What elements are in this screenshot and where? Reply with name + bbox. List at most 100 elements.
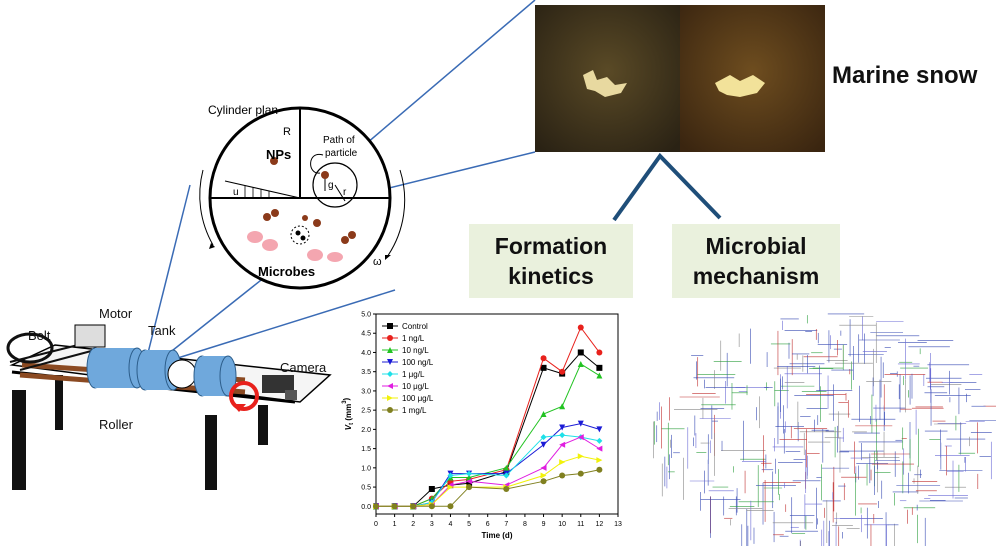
- table-leg: [12, 390, 26, 490]
- x-tick-label: 12: [595, 521, 603, 528]
- legend-marker: [387, 371, 393, 377]
- angle-line: [224, 180, 301, 199]
- data-point: [596, 372, 603, 379]
- y-tick-label: 1.5: [361, 446, 371, 453]
- x-tick-label: 4: [449, 521, 453, 528]
- camera-label: Camera: [280, 360, 327, 375]
- data-point: [559, 472, 566, 479]
- roller-label: Roller: [99, 417, 133, 432]
- data-point: [596, 445, 603, 452]
- data-point: [577, 470, 584, 477]
- y-axis-label: Vt (mm3): [342, 397, 355, 430]
- marine-snow-aggregate: [715, 75, 765, 97]
- legend-label: 1 ng/L: [402, 334, 425, 343]
- nps-label: NPs: [266, 147, 291, 162]
- data-point: [428, 499, 435, 506]
- data-point: [466, 470, 473, 477]
- x-axis-label: Time (d): [482, 531, 513, 540]
- data-point: [559, 432, 566, 439]
- rotation-arrow-right: [386, 169, 406, 258]
- legend-marker: [387, 383, 393, 389]
- data-point: [540, 478, 547, 485]
- data-point: [596, 349, 603, 356]
- data-point: [540, 355, 547, 362]
- data-point: [466, 478, 473, 485]
- data-point: [577, 434, 584, 441]
- y-tick-label: 2.0: [361, 427, 371, 434]
- radius-label: R: [283, 126, 291, 138]
- marine-snow-label: Marine snow: [832, 62, 978, 89]
- legend-marker: [387, 347, 393, 353]
- y-tick-label: 4.5: [361, 331, 371, 338]
- data-point: [466, 484, 473, 491]
- belt-label: Belt: [28, 328, 51, 343]
- microbe: [307, 249, 323, 261]
- data-point: [428, 503, 435, 510]
- growth-chart: 0 1 2 3 4 5 6 7 8 9 10 11 12 130.00.51.01.52.02.53.03…: [342, 312, 622, 541]
- data-point: [577, 324, 584, 331]
- legend-label: 100 ng/L: [402, 358, 434, 367]
- legend-label: 1 mg/L: [402, 406, 427, 415]
- data-point: [596, 466, 603, 473]
- data-point: [540, 364, 547, 371]
- legend-label: 1 μg/L: [402, 370, 425, 379]
- legend-marker: [387, 407, 393, 413]
- y-tick-label: 2.5: [361, 408, 371, 415]
- x-tick-label: 0: [374, 521, 378, 528]
- path-label-1: Path of: [323, 135, 355, 146]
- legend-label: 10 μg/L: [402, 382, 429, 391]
- small-radius-label: r: [343, 187, 347, 198]
- data-point: [447, 503, 454, 510]
- y-tick-label: 1.0: [361, 465, 371, 472]
- cylinder-plan-label: Cylinder plan: [208, 103, 278, 117]
- data-point: [596, 364, 603, 371]
- particle-path-circle: [312, 162, 358, 208]
- aggregate: [290, 225, 310, 245]
- cylinder-plan-diagram: Cylinder plan R NPs Path of particle g r…: [199, 103, 406, 290]
- data-point: [596, 426, 603, 433]
- y-tick-label: 5.0: [361, 312, 371, 319]
- roller-apparatus: [6, 324, 332, 490]
- data-point: [559, 424, 566, 431]
- x-tick-label: 6: [486, 521, 490, 528]
- marine-snow-aggregate: [583, 70, 627, 97]
- x-tick-label: 13: [614, 521, 622, 528]
- data-point: [596, 457, 603, 464]
- data-point: [540, 434, 547, 441]
- data-point: [577, 420, 584, 427]
- x-tick-label: 8: [523, 521, 527, 528]
- microbial-mechanism-box: Microbial mechanism: [672, 224, 840, 298]
- belt: [6, 332, 54, 364]
- data-point: [577, 453, 584, 460]
- legend-marker: [387, 335, 393, 341]
- rotation-arrow-left: [199, 169, 214, 246]
- data-point: [503, 486, 510, 492]
- data-point: [577, 361, 584, 367]
- data-point: [577, 349, 584, 356]
- x-tick-label: 9: [542, 521, 546, 528]
- table-leg: [205, 415, 217, 490]
- data-point: [540, 411, 547, 417]
- x-tick-label: 2: [411, 521, 415, 528]
- legend-label: 10 ng/L: [402, 346, 429, 355]
- data-point: [373, 503, 379, 510]
- data-point: [540, 472, 547, 479]
- plot-frame: [375, 313, 619, 515]
- tank-line-mid: [157, 264, 281, 363]
- data-point: [466, 480, 473, 487]
- data-point: [540, 441, 547, 448]
- motor: [74, 324, 106, 348]
- data-point: [559, 441, 566, 448]
- data-point: [503, 472, 510, 479]
- y-tick-label: 4.0: [361, 350, 371, 357]
- data-point: [447, 484, 454, 491]
- x-tick-label: 1: [393, 521, 397, 528]
- camera-target-marker: [229, 381, 259, 411]
- np-particle: [270, 157, 278, 165]
- motor-label: Motor: [99, 306, 133, 321]
- data-point: [447, 472, 454, 479]
- microbes-label: Microbes: [258, 264, 315, 279]
- legend-label: Control: [402, 322, 428, 331]
- data-point: [410, 503, 417, 510]
- np-particle: [321, 171, 329, 179]
